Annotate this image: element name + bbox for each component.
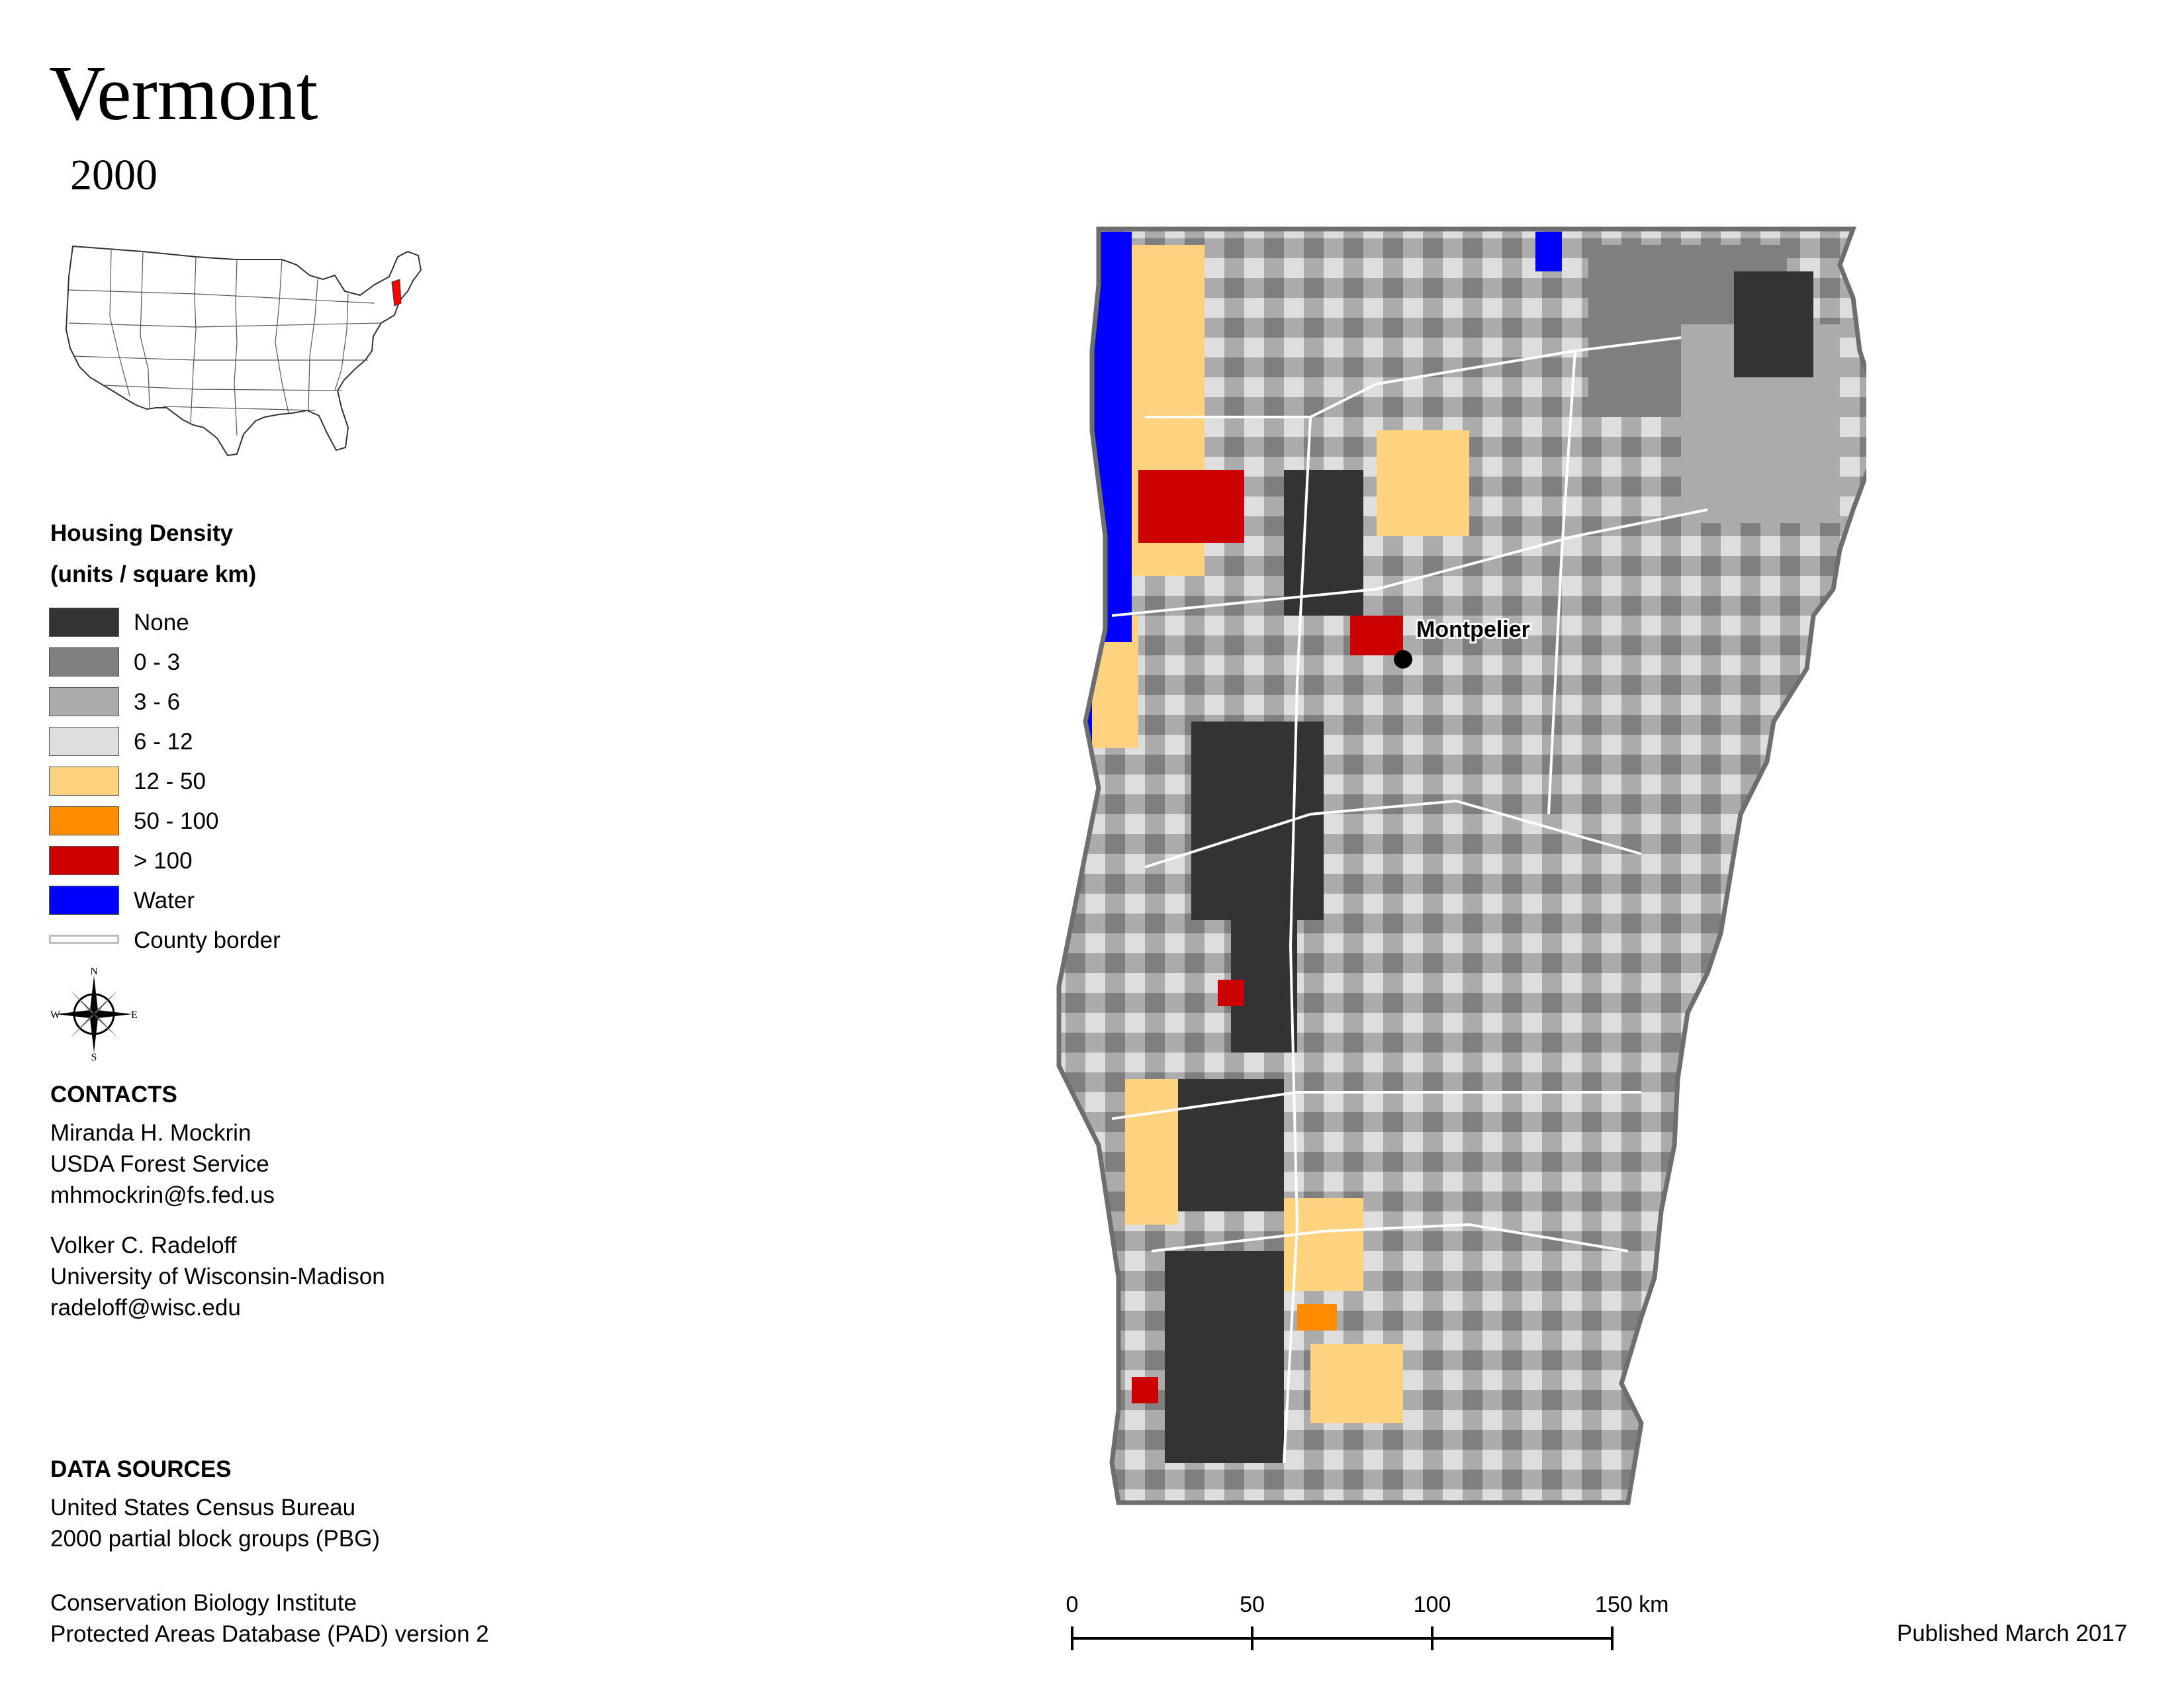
data-source-line: United States Census Bureau — [50, 1495, 356, 1521]
legend-label: County border — [134, 927, 281, 953]
capital-marker-icon — [1394, 650, 1412, 669]
contact-block: Miranda H. Mockrin USDA Forest Service m… — [50, 1117, 275, 1211]
contact-email: radeloff@wisc.edu — [50, 1295, 241, 1321]
contact-block: Volker C. Radeloff University of Wiscons… — [50, 1230, 385, 1323]
compass-e: E — [131, 1009, 138, 1021]
scale-bar: 0 50 100 150 km — [1066, 1592, 1669, 1650]
compass-w: W — [50, 1009, 61, 1021]
legend-item-county-border: County border — [49, 923, 380, 956]
legend-swatch — [49, 687, 119, 716]
vermont-highlight — [391, 279, 402, 306]
data-source: Conservation Biology Institute Protected… — [50, 1587, 489, 1650]
legend-item-0-3: 0 - 3 — [49, 645, 380, 678]
legend-item-none: None — [49, 605, 380, 638]
legend-label: 0 - 3 — [134, 649, 181, 675]
scale-tick: 150 km — [1595, 1592, 1669, 1617]
contact-org: USDA Forest Service — [50, 1151, 269, 1177]
legend-item-3-6: 3 - 6 — [49, 684, 380, 718]
data-sources-title: DATA SOURCES — [50, 1456, 232, 1482]
legend-swatch — [49, 727, 119, 756]
legend-label: 50 - 100 — [134, 808, 219, 834]
legend-label: Water — [134, 888, 195, 914]
compass-s: S — [91, 1052, 97, 1060]
legend-label: > 100 — [134, 848, 193, 874]
contact-org: University of Wisconsin-Madison — [50, 1264, 385, 1289]
legend-label: 6 - 12 — [134, 729, 193, 755]
legend-swatch — [49, 886, 119, 915]
contact-email: mhmockrin@fs.fed.us — [50, 1182, 275, 1208]
legend-item-over-100: > 100 — [49, 843, 380, 876]
legend-item-12-50: 12 - 50 — [49, 764, 380, 797]
county-border-swatch — [49, 935, 119, 944]
us-outline — [65, 245, 422, 457]
data-source-line: Conservation Biology Institute — [50, 1590, 357, 1616]
compass-rose-icon: N S W E — [50, 968, 138, 1060]
state-outline — [1056, 226, 1866, 1505]
legend-item-6-12: 6 - 12 — [49, 724, 380, 757]
contact-name: Miranda H. Mockrin — [50, 1120, 251, 1146]
scale-tick: 50 — [1240, 1592, 1265, 1617]
city-label: Montpelier — [1416, 617, 1530, 642]
county-borders — [1111, 336, 1708, 1464]
legend-swatch — [49, 608, 119, 637]
contact-name: Volker C. Radeloff — [50, 1233, 237, 1258]
legend-label: 12 - 50 — [134, 769, 206, 794]
legend-item-water: Water — [49, 883, 380, 916]
map-year: 2000 — [70, 151, 158, 199]
data-source-line: Protected Areas Database (PAD) version 2 — [50, 1621, 489, 1647]
legend-units: (units / square km) — [50, 561, 257, 587]
state-lines — [68, 250, 382, 436]
compass-n: N — [90, 968, 98, 977]
us-locator-map — [65, 245, 422, 457]
published-date: Published March 2017 — [1897, 1620, 2128, 1646]
legend-label: 3 - 6 — [134, 689, 181, 715]
legend-item-50-100: 50 - 100 — [49, 804, 380, 837]
vermont-housing-density-map: Montpelier — [1056, 226, 1866, 1505]
legend-swatch — [49, 806, 119, 835]
data-source-line: 2000 partial block groups (PBG) — [50, 1526, 381, 1552]
data-source: United States Census Bureau 2000 partial… — [50, 1492, 380, 1554]
legend-title: Housing Density — [50, 520, 234, 546]
scale-tick: 100 — [1414, 1592, 1451, 1617]
legend-swatch — [49, 767, 119, 796]
map-title: Vermont — [49, 50, 318, 136]
contacts-title: CONTACTS — [50, 1082, 177, 1107]
legend-swatch — [49, 846, 119, 875]
legend-label: None — [134, 610, 189, 635]
scale-tick: 0 — [1066, 1592, 1079, 1617]
legend-swatch — [49, 647, 119, 677]
